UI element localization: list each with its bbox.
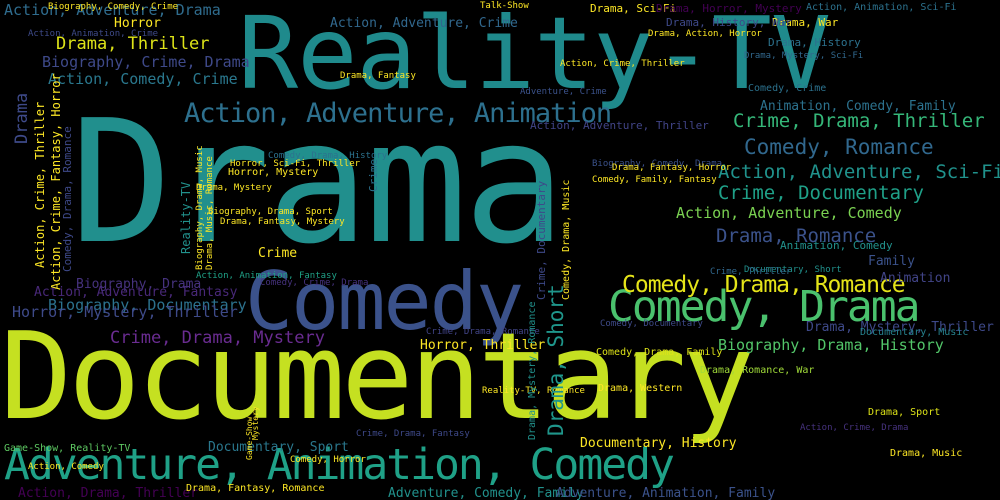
cloud-word: Crime (367, 158, 380, 192)
cloud-word: Comedy, Drama, Music (561, 179, 572, 300)
cloud-word: Comedy, Drama, Romance (61, 126, 74, 272)
cloud-word: Drama, Sci-Fi (590, 2, 677, 15)
cloud-word: Drama, Sport (868, 407, 941, 418)
cloud-word: Action, Adventure, Fantasy (34, 285, 238, 300)
cloud-word: Comedy, Drama (608, 282, 921, 332)
cloud-word: Crime, Thriller (710, 267, 792, 277)
cloud-word: Drama, Mystery, Romance (527, 301, 538, 440)
cloud-word: Biography, Drama, Sport (208, 207, 333, 217)
cloud-word: Horror, Sci-Fi, Thriller (230, 159, 361, 169)
cloud-word: Crime, Drama, Romance (426, 327, 540, 337)
cloud-word: Crime, Drama, Thriller (733, 110, 985, 132)
cloud-word: Drama, History, War (666, 16, 792, 29)
cloud-word: Reality-TV (179, 181, 193, 254)
cloud-word: Drama, Fantasy, Mystery (220, 217, 345, 227)
cloud-word: Action, Adventure, Comedy (676, 204, 902, 222)
cloud-word: Action, Adventure, Thriller (530, 119, 709, 132)
cloud-word: Action, Animation, Fantasy (196, 271, 337, 281)
cloud-word: Drama, Short (544, 284, 568, 436)
cloud-word: Biography, Comedy, Drama (592, 159, 723, 169)
cloud-word: Drama, Romance (716, 225, 877, 247)
cloud-word: Documentary, Sport (208, 440, 349, 455)
cloud-word: Drama, Fantasy (340, 71, 416, 81)
cloud-word: Drama, Fantasy, Romance (186, 483, 325, 494)
cloud-word: Adventure, Animation, Comedy (4, 440, 675, 490)
cloud-word: Crime (258, 246, 298, 261)
cloud-word: Animation (880, 271, 951, 286)
cloud-word: Drama (70, 84, 566, 282)
cloud-word: Horror, Thriller (420, 338, 546, 353)
cloud-word: Drama, Thriller (56, 34, 210, 54)
cloud-word: Horror (114, 16, 161, 31)
cloud-word: Documentary, Short (744, 265, 842, 275)
cloud-word: Action, Adventure, Crime (330, 16, 518, 31)
cloud-word: Drama, Fantasy, Horror (612, 163, 732, 173)
cloud-word: Adventure, Crime (520, 87, 607, 97)
cloud-word: Drama, Mystery, Sci-Fi (744, 51, 864, 61)
cloud-word: Comedy, Family, Fantasy (592, 175, 717, 185)
cloud-word: Reality-TV (238, 0, 831, 112)
cloud-word: Drama, War (772, 16, 839, 29)
cloud-word: Crime, Drama, Fantasy (356, 429, 470, 439)
cloud-word: Game-Show, Reality-TV (4, 443, 131, 454)
cloud-word: Talk-Show (480, 1, 529, 11)
cloud-word: Comedy, Drama, History (268, 151, 388, 161)
cloud-word: Action, Drama, Thriller (18, 486, 199, 500)
cloud-word: Drama, History (768, 36, 861, 49)
cloud-word: Comedy, Drama, Family (596, 347, 723, 358)
cloud-word: Drama, Music (890, 448, 963, 459)
cloud-word: Biography, Comedy, Crime (48, 2, 179, 12)
cloud-word: Drama, Romance, War (700, 365, 815, 376)
cloud-word: Crime, Documentary (718, 182, 924, 204)
cloud-word: Action, Animation, Crime (28, 29, 159, 39)
cloud-word: Drama, Music, Romance (205, 156, 215, 270)
cloud-word: Drama, Action, Horror (648, 29, 762, 39)
cloud-word: Comedy, Crime (748, 83, 827, 94)
cloud-word: Reality-TV, Romance (482, 386, 585, 396)
cloud-word: Documentary (0, 308, 755, 447)
cloud-word: Documentary, History (580, 436, 737, 451)
cloud-word: Action, Comedy (28, 462, 104, 472)
cloud-word: Documentary, Music (860, 327, 969, 338)
cloud-word: Adventure, Animation, Family (556, 486, 776, 500)
cloud-word: Crime, Documentary (535, 180, 548, 300)
cloud-word: Comedy, Horror (290, 455, 366, 465)
cloud-word: Crime, Drama, Mystery (110, 328, 325, 348)
cloud-word: Drama, Mystery, Thriller (806, 320, 994, 335)
cloud-word: Drama, Western (598, 383, 683, 394)
cloud-word: Drama, Mystery (196, 183, 272, 193)
cloud-word: Biography, Documentary (48, 296, 247, 314)
cloud-word: Comedy, Documentary (600, 319, 703, 329)
cloud-word: Comedy, Drama, Romance (622, 272, 906, 298)
cloud-word: Action, Comedy, Crime (48, 70, 238, 88)
cloud-word: Biography, Drama, Music (195, 145, 205, 270)
cloud-word: Horror, Mystery (228, 167, 319, 178)
cloud-word: Biography, Drama, History (718, 336, 944, 354)
cloud-word: Horror, Mystery, Thriller (12, 303, 238, 321)
cloud-word: Animation, Comedy (780, 239, 893, 252)
cloud-word: Adventure, Comedy, Family (388, 486, 584, 500)
cloud-word: Comedy, Crime, Drama (260, 278, 369, 288)
cloud-word: Family (868, 254, 915, 269)
cloud-word: Action, Crime, Thriller (33, 101, 47, 268)
cloud-word: Action, Adventure, Animation (184, 98, 612, 129)
cloud-word: Action, Crime, Drama (800, 423, 909, 433)
cloud-word: Biography, Drama (76, 277, 202, 292)
cloud-word: Action, Adventure, Sci-Fi (718, 161, 1000, 183)
cloud-word: Game-Show (245, 416, 254, 460)
cloud-word: Action, Animation, Sci-Fi (806, 2, 957, 13)
cloud-word: Comedy, Romance (744, 135, 934, 159)
cloud-word: Action, Crime, Thriller (560, 59, 685, 69)
cloud-word: Drama, Horror, Mystery (656, 2, 802, 15)
cloud-word: Comedy (245, 255, 524, 348)
cloud-word: Animation, Comedy, Family (760, 99, 956, 114)
cloud-word: Biography, Crime, Drama (42, 53, 250, 71)
cloud-word: Action, Adventure, Drama (4, 1, 221, 19)
cloud-word: Drama (12, 92, 32, 144)
